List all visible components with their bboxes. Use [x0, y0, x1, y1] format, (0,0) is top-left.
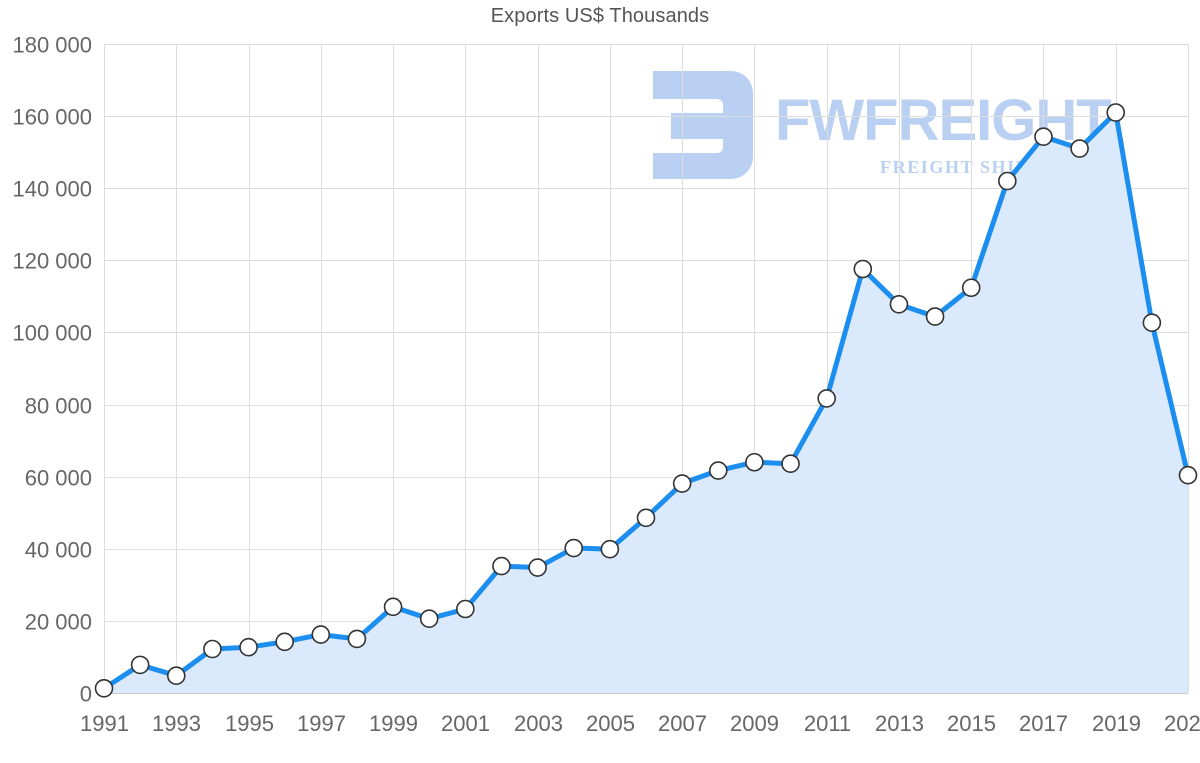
x-tick-label: 2003: [514, 711, 563, 736]
y-tick-label: 180 000: [12, 33, 92, 58]
data-point-marker[interactable]: 2019: 161 000: [1106, 103, 1126, 122]
data-point-marker[interactable]: 2008: 61 700: [708, 461, 728, 480]
data-point-marker[interactable]: 1999: 23 900: [383, 597, 403, 617]
data-point-marker[interactable]: 1994: 12 200: [203, 639, 222, 659]
data-point-marker[interactable]: 2013: 107 800: [889, 295, 909, 314]
data-point-marker[interactable]: 1996: 14 200: [275, 632, 294, 652]
area-fill: [104, 112, 1188, 693]
series-area: [104, 112, 1188, 693]
data-point-marker[interactable]: 1998: 15 000: [347, 629, 367, 649]
data-point-marker[interactable]: 2011: 81 700: [817, 389, 836, 408]
x-tick-label: 2005: [586, 711, 635, 736]
data-point-marker[interactable]: 2005: 39 900: [600, 539, 620, 559]
data-point-marker[interactable]: 2009: 64 000: [745, 452, 764, 472]
x-tick-label: 2017: [1019, 711, 1068, 736]
y-tick-label: 120 000: [12, 249, 92, 274]
data-point-marker[interactable]: 2021: 60 400: [1178, 465, 1198, 485]
y-tick-label: 40 000: [25, 538, 92, 563]
data-point-marker[interactable]: 2004: 40 200: [564, 538, 584, 558]
y-tick-label: 160 000: [12, 105, 92, 130]
data-point-marker[interactable]: 2007: 58 100: [672, 474, 692, 493]
y-tick-label: 60 000: [25, 466, 92, 491]
data-point-marker[interactable]: 1991: 1 300: [94, 679, 114, 698]
data-point-marker[interactable]: 2001: 23 300: [456, 599, 475, 619]
data-point-marker[interactable]: 2017: 154 300: [1034, 127, 1053, 146]
series-markers[interactable]: 1991: 1 300 1992: 7 800 1993: 4 800 1994: 1…: [94, 103, 1198, 698]
y-tick-label: 100 000: [12, 321, 92, 346]
data-point-marker[interactable]: 1995: 12 700: [239, 637, 258, 657]
y-tick-label: 80 000: [25, 394, 92, 419]
x-tick-label: 2009: [730, 711, 779, 736]
data-point-marker[interactable]: 2006: 48 600: [636, 508, 656, 528]
x-tick-label: 2015: [947, 711, 996, 736]
x-tick-label: 1997: [297, 711, 346, 736]
data-point-marker[interactable]: 2018: 151 000: [1070, 139, 1089, 158]
y-tick-label: 20 000: [25, 610, 92, 635]
y-tick-label: 140 000: [12, 177, 92, 202]
y-axis-tick-labels: 0 20 000 40 000 60 000 80 000 100 000 120 000 1…: [12, 33, 92, 707]
y-tick-label: 0: [80, 682, 92, 707]
data-point-marker[interactable]: 2015: 112 400: [961, 278, 981, 298]
x-tick-label: 1999: [369, 711, 418, 736]
x-tick-label: 2001: [441, 711, 490, 736]
x-tick-label: 2021: [1164, 711, 1200, 736]
data-point-marker[interactable]: 1993: 4 800: [166, 666, 186, 685]
x-tick-label: 2019: [1092, 711, 1141, 736]
data-point-marker[interactable]: 2003: 34 800: [528, 558, 547, 577]
data-point-marker[interactable]: 1992: 7 800: [130, 655, 150, 675]
x-tick-label: 2011: [804, 711, 851, 736]
x-tick-label: 1995: [225, 711, 274, 736]
x-tick-label: 2007: [658, 711, 707, 736]
data-point-marker[interactable]: 2002: 35 200: [492, 556, 511, 576]
x-tick-label: 1993: [152, 711, 201, 736]
data-point-marker[interactable]: 2016: 142 000: [998, 171, 1017, 191]
data-point-marker[interactable]: 2010: 63 600: [781, 454, 800, 473]
chart-title: Exports US$ Thousands: [490, 5, 710, 27]
x-tick-label: 2013: [875, 711, 924, 736]
x-tick-label: 1991: [80, 711, 129, 736]
data-point-marker[interactable]: 1997: 16 200: [311, 625, 331, 644]
data-point-marker[interactable]: 2012: 117 600: [853, 259, 873, 279]
data-point-marker[interactable]: 2020: 102 700: [1142, 313, 1162, 333]
data-point-marker[interactable]: 2014: 104 400: [925, 307, 945, 326]
x-axis-tick-labels: 1991 1993 1995 1997 1999 2001 2003 2005 2007 2009…: [80, 711, 1200, 736]
